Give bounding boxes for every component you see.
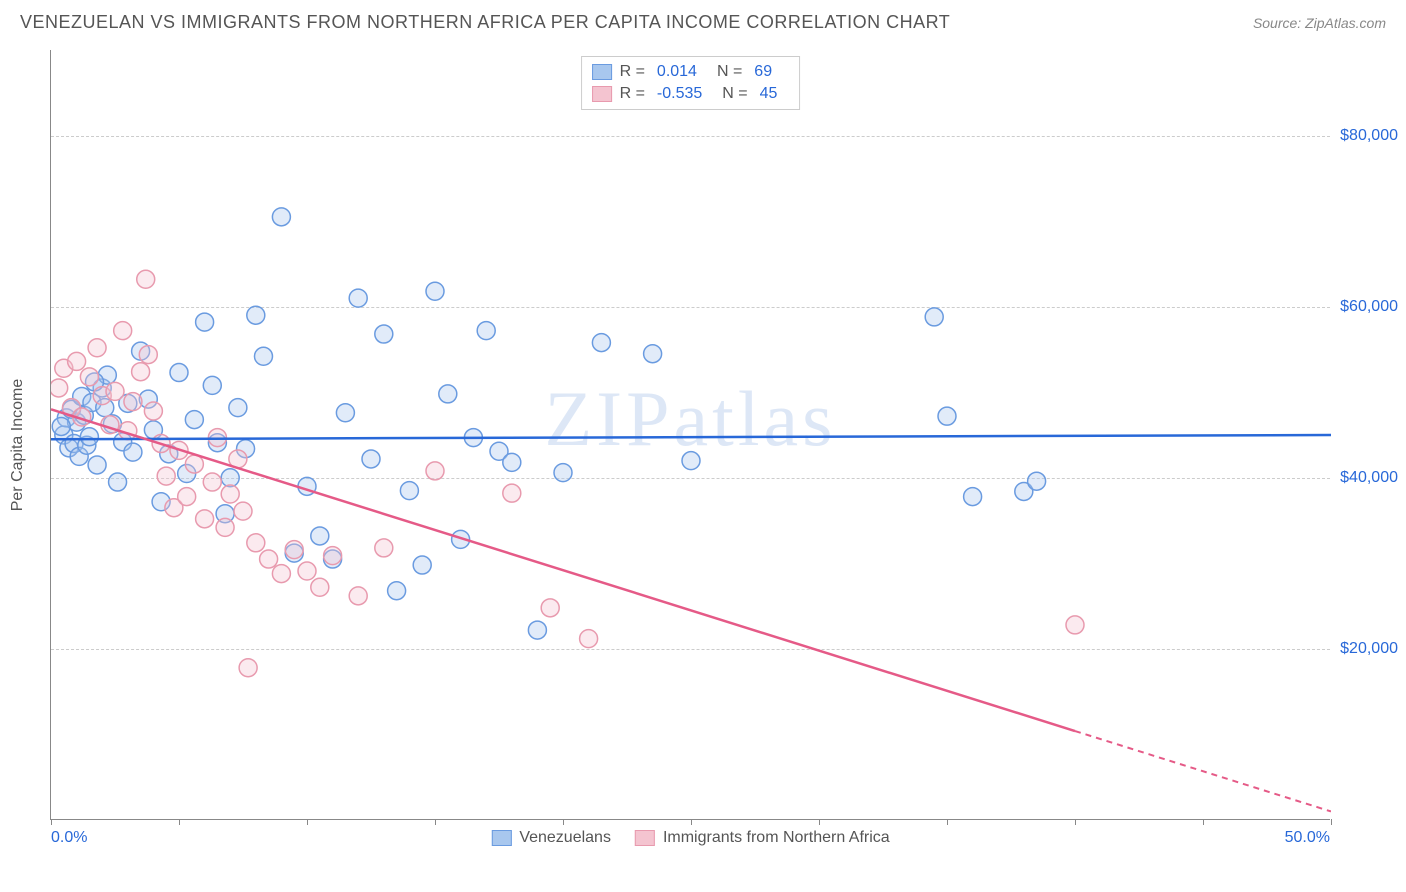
legend-r-value: -0.535 (657, 85, 702, 103)
legend-r-label: R = (620, 85, 645, 103)
legend-n-label: N = (722, 85, 747, 103)
plot-area: ZIPatlas R =0.014N =69R =-0.535N =45 Ven… (50, 50, 1330, 820)
legend-swatch (491, 830, 511, 846)
chart-container: Per Capita Income ZIPatlas R =0.014N =69… (50, 50, 1380, 840)
chart-source: Source: ZipAtlas.com (1253, 15, 1386, 31)
y-tick-label: $20,000 (1340, 640, 1398, 658)
x-axis-min-label: 0.0% (51, 829, 87, 847)
legend-swatch (635, 830, 655, 846)
legend-r-value: 0.014 (657, 63, 697, 81)
trend-lines-layer (51, 50, 1331, 820)
legend-r-label: R = (620, 63, 645, 81)
legend-swatch (592, 64, 612, 80)
legend-swatch (592, 86, 612, 102)
y-tick-label: $40,000 (1340, 469, 1398, 487)
y-tick-label: $80,000 (1340, 127, 1398, 145)
legend-row: R = 0.014 N = 69 (592, 61, 790, 83)
series-legend: Venezuelans Immigrants from Northern Afri… (491, 829, 889, 847)
y-tick-label: $60,000 (1340, 298, 1398, 316)
x-tick (1331, 819, 1332, 825)
legend-item: Immigrants from Northern Africa (635, 829, 890, 847)
chart-header: VENEZUELAN VS IMMIGRANTS FROM NORTHERN A… (0, 0, 1406, 41)
legend-n-label: N = (717, 63, 742, 81)
y-axis-title: Per Capita Income (9, 379, 27, 512)
legend-series-name: Immigrants from Northern Africa (663, 829, 890, 847)
trend-line (51, 435, 1331, 439)
x-axis-max-label: 50.0% (1285, 829, 1330, 847)
legend-n-value: 45 (760, 85, 778, 103)
correlation-legend: R = 0.014 N = 69 R = -0.535 N = 45 (581, 56, 801, 110)
chart-title: VENEZUELAN VS IMMIGRANTS FROM NORTHERN A… (20, 12, 950, 33)
legend-item: Venezuelans (491, 829, 611, 847)
legend-series-name: Venezuelans (519, 829, 611, 847)
trend-line (51, 409, 1075, 731)
legend-n-value: 69 (754, 63, 772, 81)
trend-line-dashed (1075, 731, 1331, 811)
legend-row: R = -0.535 N = 45 (592, 83, 790, 105)
